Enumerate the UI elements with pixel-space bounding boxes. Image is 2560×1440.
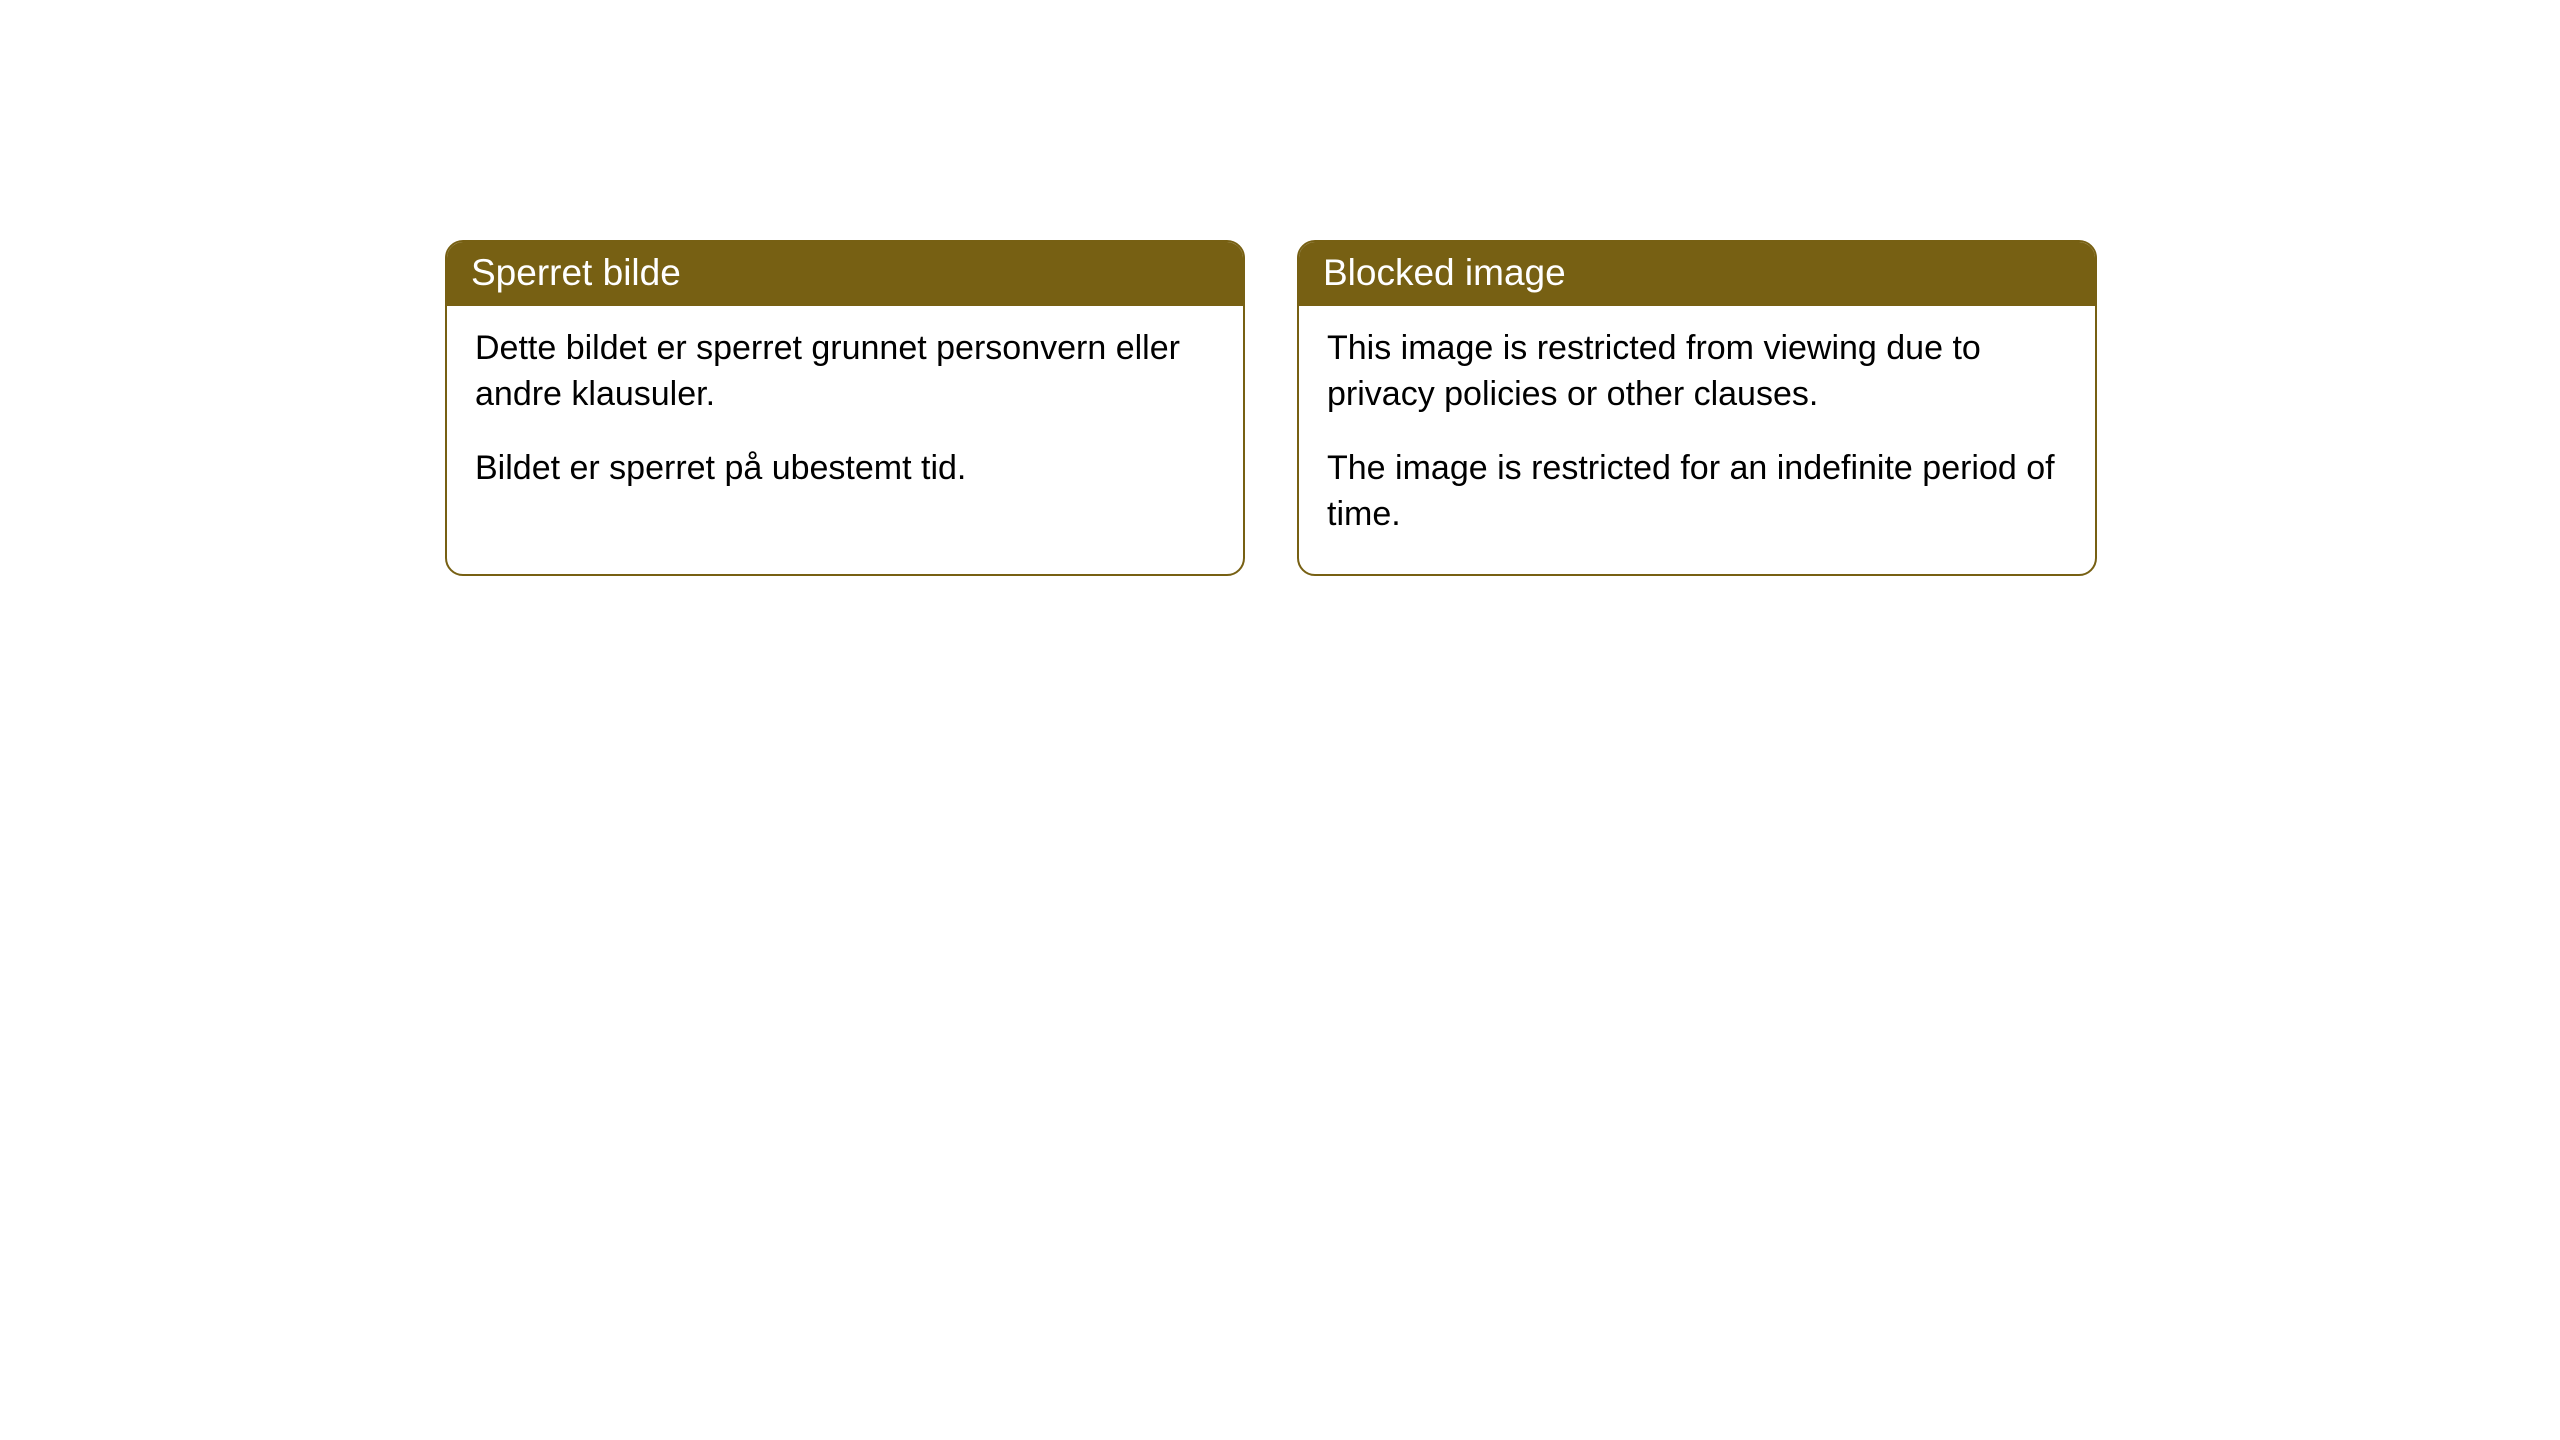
notice-paragraph: Bildet er sperret på ubestemt tid. [475,446,1215,492]
notice-card-english: Blocked image This image is restricted f… [1297,240,2097,576]
notice-header: Sperret bilde [447,242,1243,306]
notice-paragraph: This image is restricted from viewing du… [1327,326,2067,418]
notice-paragraph: The image is restricted for an indefinit… [1327,446,2067,538]
notice-body: Dette bildet er sperret grunnet personve… [447,306,1243,528]
notice-header: Blocked image [1299,242,2095,306]
notice-paragraph: Dette bildet er sperret grunnet personve… [475,326,1215,418]
notice-container: Sperret bilde Dette bildet er sperret gr… [0,0,2560,576]
notice-body: This image is restricted from viewing du… [1299,306,2095,574]
notice-card-norwegian: Sperret bilde Dette bildet er sperret gr… [445,240,1245,576]
